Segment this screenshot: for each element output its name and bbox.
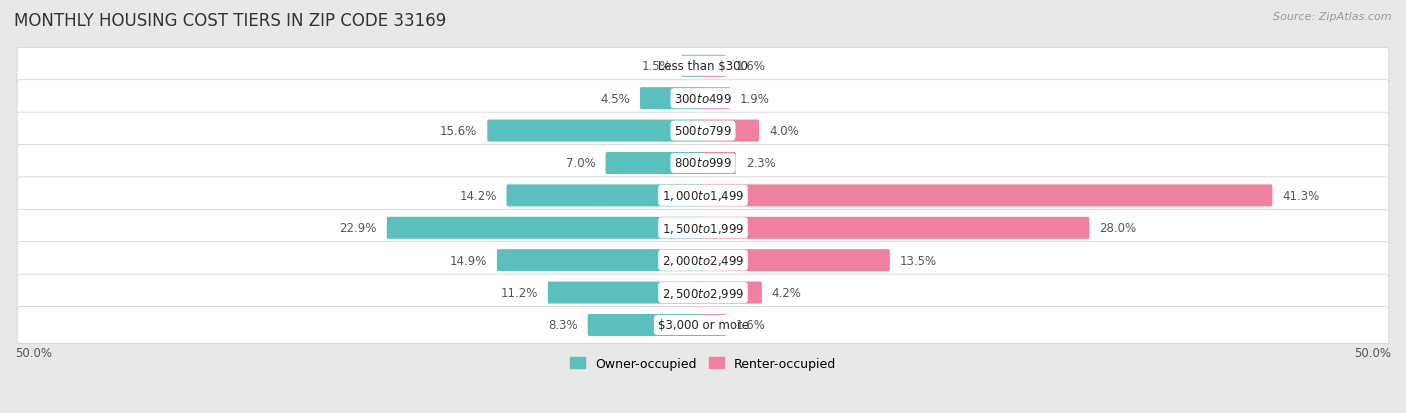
Text: $3,000 or more: $3,000 or more bbox=[658, 319, 748, 332]
Text: 22.9%: 22.9% bbox=[339, 222, 377, 235]
Text: 28.0%: 28.0% bbox=[1099, 222, 1136, 235]
FancyBboxPatch shape bbox=[702, 120, 759, 142]
FancyBboxPatch shape bbox=[640, 88, 704, 110]
FancyBboxPatch shape bbox=[17, 48, 1389, 85]
FancyBboxPatch shape bbox=[606, 152, 704, 175]
FancyBboxPatch shape bbox=[702, 217, 1090, 239]
Text: 1.5%: 1.5% bbox=[641, 60, 671, 73]
Text: 7.0%: 7.0% bbox=[567, 157, 596, 170]
Text: 1.6%: 1.6% bbox=[735, 319, 766, 332]
FancyBboxPatch shape bbox=[682, 56, 704, 78]
FancyBboxPatch shape bbox=[17, 307, 1389, 344]
FancyBboxPatch shape bbox=[702, 88, 730, 110]
Text: 2.3%: 2.3% bbox=[745, 157, 775, 170]
Text: $800 to $999: $800 to $999 bbox=[673, 157, 733, 170]
Text: 41.3%: 41.3% bbox=[1282, 190, 1320, 202]
Text: 1.6%: 1.6% bbox=[735, 60, 766, 73]
FancyBboxPatch shape bbox=[17, 178, 1389, 214]
Text: $2,000 to $2,499: $2,000 to $2,499 bbox=[662, 254, 744, 268]
Text: Less than $300: Less than $300 bbox=[658, 60, 748, 73]
FancyBboxPatch shape bbox=[588, 314, 704, 336]
Text: 15.6%: 15.6% bbox=[440, 125, 477, 138]
FancyBboxPatch shape bbox=[17, 81, 1389, 117]
FancyBboxPatch shape bbox=[702, 56, 725, 78]
FancyBboxPatch shape bbox=[17, 145, 1389, 182]
FancyBboxPatch shape bbox=[702, 185, 1272, 207]
Text: 1.9%: 1.9% bbox=[740, 93, 770, 105]
Legend: Owner-occupied, Renter-occupied: Owner-occupied, Renter-occupied bbox=[569, 357, 837, 370]
Text: 4.2%: 4.2% bbox=[772, 286, 801, 299]
FancyBboxPatch shape bbox=[17, 274, 1389, 311]
FancyBboxPatch shape bbox=[496, 249, 704, 271]
FancyBboxPatch shape bbox=[702, 282, 762, 304]
FancyBboxPatch shape bbox=[702, 249, 890, 271]
Text: 4.0%: 4.0% bbox=[769, 125, 799, 138]
Text: $1,500 to $1,999: $1,500 to $1,999 bbox=[662, 221, 744, 235]
FancyBboxPatch shape bbox=[17, 242, 1389, 279]
Text: 11.2%: 11.2% bbox=[501, 286, 538, 299]
FancyBboxPatch shape bbox=[488, 120, 704, 142]
Text: $500 to $799: $500 to $799 bbox=[673, 125, 733, 138]
FancyBboxPatch shape bbox=[702, 152, 735, 175]
FancyBboxPatch shape bbox=[548, 282, 704, 304]
Text: 50.0%: 50.0% bbox=[15, 346, 52, 359]
Text: 14.2%: 14.2% bbox=[460, 190, 496, 202]
Text: 4.5%: 4.5% bbox=[600, 93, 630, 105]
Text: Source: ZipAtlas.com: Source: ZipAtlas.com bbox=[1274, 12, 1392, 22]
Text: $300 to $499: $300 to $499 bbox=[673, 93, 733, 105]
FancyBboxPatch shape bbox=[387, 217, 704, 239]
Text: $1,000 to $1,499: $1,000 to $1,499 bbox=[662, 189, 744, 203]
Text: $2,500 to $2,999: $2,500 to $2,999 bbox=[662, 286, 744, 300]
FancyBboxPatch shape bbox=[17, 113, 1389, 150]
Text: 50.0%: 50.0% bbox=[1354, 346, 1391, 359]
Text: 14.9%: 14.9% bbox=[450, 254, 486, 267]
Text: 13.5%: 13.5% bbox=[900, 254, 936, 267]
FancyBboxPatch shape bbox=[702, 314, 725, 336]
Text: 8.3%: 8.3% bbox=[548, 319, 578, 332]
FancyBboxPatch shape bbox=[17, 210, 1389, 247]
Text: MONTHLY HOUSING COST TIERS IN ZIP CODE 33169: MONTHLY HOUSING COST TIERS IN ZIP CODE 3… bbox=[14, 12, 446, 30]
FancyBboxPatch shape bbox=[506, 185, 704, 207]
